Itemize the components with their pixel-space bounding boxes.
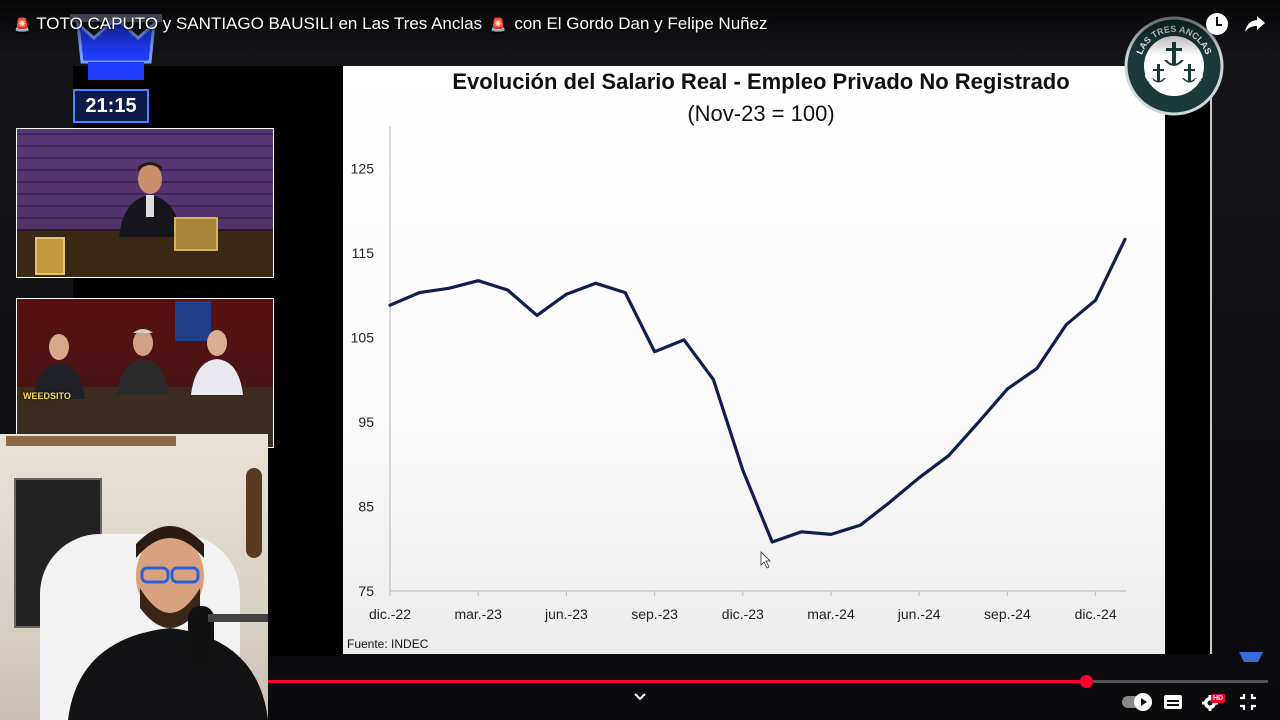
stream-watermark-icon: [1239, 652, 1263, 662]
guest-cam-label: WEEDSITO: [23, 391, 71, 401]
mouse-cursor-icon: [760, 551, 771, 569]
chart-subtitle: (Nov-23 = 100): [687, 101, 835, 126]
autoplay-play-icon: [1134, 693, 1152, 711]
progress-bar[interactable]: [268, 675, 1268, 688]
host-person-figure: [119, 162, 181, 237]
streamer-person-figure: [68, 526, 268, 720]
y-tick-label: 115: [352, 245, 375, 261]
fullscreen-exit-icon[interactable]: [1238, 692, 1258, 712]
stream-overlay-right-bar: [1165, 66, 1210, 654]
video-title-part2: con El Gordo Dan y Felipe Nuñez: [514, 14, 768, 33]
guest-person-figure: [191, 330, 243, 395]
y-tick-label: 95: [358, 414, 374, 430]
chevron-down-icon[interactable]: [633, 692, 647, 702]
stream-timer: 21:15: [73, 89, 149, 123]
x-tick-label: dic.-23: [722, 606, 764, 622]
share-arrow-icon[interactable]: [1243, 12, 1267, 36]
y-tick-label: 75: [358, 583, 374, 599]
siren-icon: 🚨: [14, 17, 31, 32]
watch-later-clock-icon[interactable]: [1206, 13, 1228, 35]
guest-person-figure: [33, 334, 85, 399]
x-tick-label: mar.-23: [454, 606, 502, 622]
framed-photo: [174, 217, 218, 251]
series-line: [388, 237, 1127, 544]
x-tick-label: mar.-24: [807, 606, 855, 622]
host-camera-feed: [16, 128, 274, 278]
progress-bar-played: [268, 680, 1086, 683]
y-tick-label: 125: [351, 160, 375, 176]
streamer-camera-feed: [0, 434, 268, 720]
x-tick-label: jun.-23: [544, 606, 588, 622]
y-tick-label: 105: [351, 329, 375, 345]
chart-title: Evolución del Salario Real - Empleo Priv…: [452, 69, 1070, 94]
siren-icon: 🚨: [490, 17, 507, 32]
guest-person-figure: [117, 329, 169, 395]
guests-camera-feed: WEEDSITO: [16, 298, 274, 448]
framed-photo: [35, 237, 65, 275]
player-title-bar: 🚨 TOTO CAPUTO y SANTIAGO BAUSILI en Las T…: [0, 0, 1280, 56]
line-chart: 75 85 95 105 115 125 dic.-22 mar.-23 jun.-23 sep.…: [351, 126, 1127, 622]
slide-border: [1210, 66, 1212, 654]
x-tick-label: dic.-22: [369, 606, 411, 622]
autoplay-toggle[interactable]: [1122, 693, 1152, 711]
x-tick-label: dic.-24: [1075, 606, 1117, 622]
y-tick-label: 85: [358, 498, 374, 514]
x-tick-label: jun.-24: [897, 606, 941, 622]
subtitles-icon[interactable]: [1164, 695, 1182, 709]
chart-source: Fuente: INDEC: [347, 637, 429, 651]
chart-slide: Evolución del Salario Real - Empleo Priv…: [343, 66, 1165, 654]
x-tick-label: sep.-24: [984, 606, 1031, 622]
progress-scrubber-handle[interactable]: [1080, 675, 1093, 688]
x-tick-label: sep.-23: [631, 606, 678, 622]
video-title-part1: TOTO CAPUTO y SANTIAGO BAUSILI en Las Tr…: [36, 14, 483, 33]
hd-badge: HD: [1211, 694, 1226, 703]
video-title[interactable]: 🚨 TOTO CAPUTO y SANTIAGO BAUSILI en Las T…: [14, 14, 768, 34]
